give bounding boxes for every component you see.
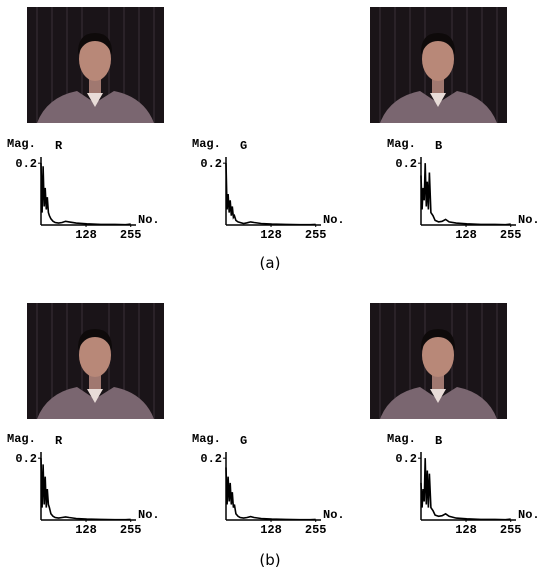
- caption: (b): [259, 551, 280, 569]
- histogram-line: [40, 458, 131, 521]
- photo: [26, 6, 165, 124]
- histogram-line: [40, 163, 131, 226]
- x-axis-label: No.: [138, 213, 160, 227]
- y-axis-label: Mag.: [387, 432, 416, 446]
- x-axis-label: No.: [518, 508, 540, 522]
- y-tick-label: 0.2: [200, 452, 222, 466]
- y-axis-label: Mag.: [192, 432, 221, 446]
- photo: [369, 6, 508, 124]
- x-tick-label: 255: [305, 228, 327, 242]
- x-tick-label: 128: [75, 523, 97, 537]
- x-axis-label: No.: [323, 508, 345, 522]
- histogram-line: [420, 458, 511, 521]
- x-tick-label: 255: [500, 523, 522, 537]
- chart-title: G: [240, 434, 247, 448]
- histogram-line: [225, 467, 316, 521]
- chart-title: R: [55, 139, 63, 153]
- caption: (a): [260, 254, 281, 272]
- y-axis-label: Mag.: [387, 137, 416, 151]
- y-axis-label: Mag.: [192, 137, 221, 151]
- chart-title: G: [240, 139, 247, 153]
- y-tick-label: 0.2: [395, 452, 417, 466]
- histogram-line: [420, 163, 511, 226]
- photo: [26, 302, 165, 420]
- x-axis-label: No.: [518, 213, 540, 227]
- y-tick-label: 0.2: [200, 157, 222, 171]
- x-tick-label: 255: [120, 523, 142, 537]
- y-axis-label: Mag.: [7, 137, 36, 151]
- photo: [369, 302, 508, 420]
- x-axis-label: No.: [323, 213, 345, 227]
- chart-title: B: [435, 139, 442, 153]
- x-tick-label: 128: [260, 523, 282, 537]
- y-axis-label: Mag.: [7, 432, 36, 446]
- x-tick-label: 128: [75, 228, 97, 242]
- histogram-line: [225, 163, 316, 226]
- y-tick-label: 0.2: [395, 157, 417, 171]
- y-tick-label: 0.2: [15, 157, 37, 171]
- x-tick-label: 255: [120, 228, 142, 242]
- x-axis-label: No.: [138, 508, 160, 522]
- x-tick-label: 128: [455, 228, 477, 242]
- y-tick-label: 0.2: [15, 452, 37, 466]
- x-tick-label: 255: [305, 523, 327, 537]
- chart-title: R: [55, 434, 63, 448]
- x-tick-label: 255: [500, 228, 522, 242]
- chart-title: B: [435, 434, 442, 448]
- x-tick-label: 128: [455, 523, 477, 537]
- x-tick-label: 128: [260, 228, 282, 242]
